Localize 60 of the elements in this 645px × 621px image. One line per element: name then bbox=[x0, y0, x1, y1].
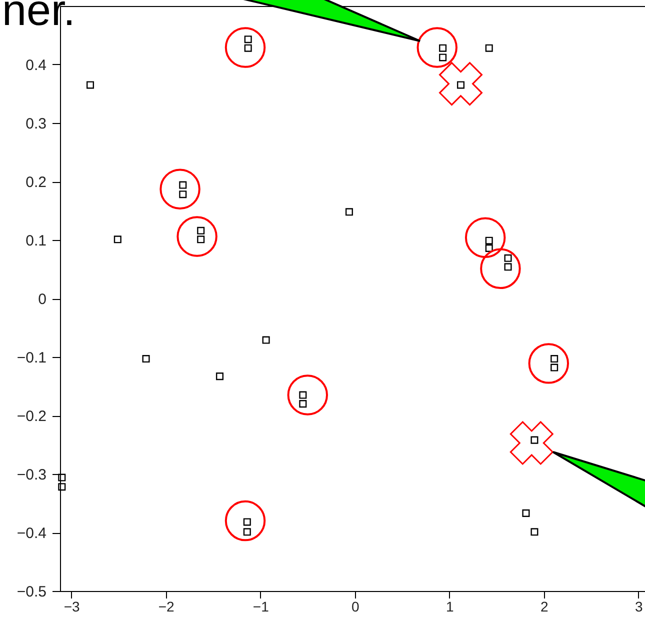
point bbox=[485, 244, 493, 252]
y-tick-label: −0.5 bbox=[16, 584, 46, 600]
point bbox=[86, 81, 94, 89]
point bbox=[176, 216, 218, 257]
point bbox=[439, 54, 447, 62]
point bbox=[439, 44, 447, 52]
point bbox=[522, 509, 530, 517]
point bbox=[530, 528, 538, 536]
point bbox=[243, 518, 251, 526]
point bbox=[345, 208, 353, 216]
point bbox=[58, 483, 66, 491]
point bbox=[142, 354, 150, 363]
point bbox=[456, 81, 465, 89]
point bbox=[464, 217, 506, 258]
point bbox=[504, 263, 512, 271]
point bbox=[485, 44, 493, 52]
point bbox=[504, 254, 512, 262]
point bbox=[179, 190, 187, 198]
y-tick-label: 0.2 bbox=[26, 174, 46, 191]
x-tick-label: −3 bbox=[64, 598, 80, 614]
y-tick-label: −0.1 bbox=[16, 350, 46, 366]
x-tick-label: 2 bbox=[540, 598, 549, 614]
point bbox=[160, 168, 200, 210]
x-tick-label: 0 bbox=[351, 598, 360, 614]
point bbox=[480, 248, 521, 289]
x-tick-label: 1 bbox=[446, 598, 454, 614]
x-tick-label: −2 bbox=[158, 598, 175, 614]
point bbox=[299, 400, 307, 408]
y-tick-label: 0.1 bbox=[26, 232, 46, 250]
point bbox=[299, 391, 307, 399]
point bbox=[58, 474, 66, 482]
point bbox=[224, 500, 266, 542]
x-tick-label: 3 bbox=[635, 598, 644, 614]
point bbox=[287, 374, 328, 416]
point bbox=[179, 181, 187, 189]
point bbox=[197, 236, 205, 244]
point bbox=[244, 36, 252, 44]
x-tick-label: −1 bbox=[252, 598, 270, 614]
point bbox=[197, 226, 205, 234]
point bbox=[244, 44, 252, 52]
point bbox=[262, 336, 270, 344]
point bbox=[528, 343, 570, 384]
y-tick-label: −0.2 bbox=[16, 408, 46, 425]
point bbox=[224, 27, 266, 68]
point bbox=[243, 528, 251, 536]
chart-title: ner. bbox=[2, 0, 76, 36]
point bbox=[550, 364, 558, 372]
point bbox=[550, 354, 558, 363]
point bbox=[485, 236, 493, 244]
point bbox=[530, 436, 538, 444]
y-tick-label: 0 bbox=[38, 291, 46, 308]
y-tick-label: 0.3 bbox=[26, 116, 46, 132]
point bbox=[510, 421, 554, 465]
point bbox=[216, 372, 224, 380]
point bbox=[439, 62, 482, 106]
y-tick-label: −0.4 bbox=[16, 525, 46, 542]
y-tick-label: −0.3 bbox=[16, 466, 46, 484]
y-tick-label: 0.4 bbox=[26, 57, 46, 74]
point bbox=[416, 27, 458, 68]
point bbox=[114, 236, 122, 244]
